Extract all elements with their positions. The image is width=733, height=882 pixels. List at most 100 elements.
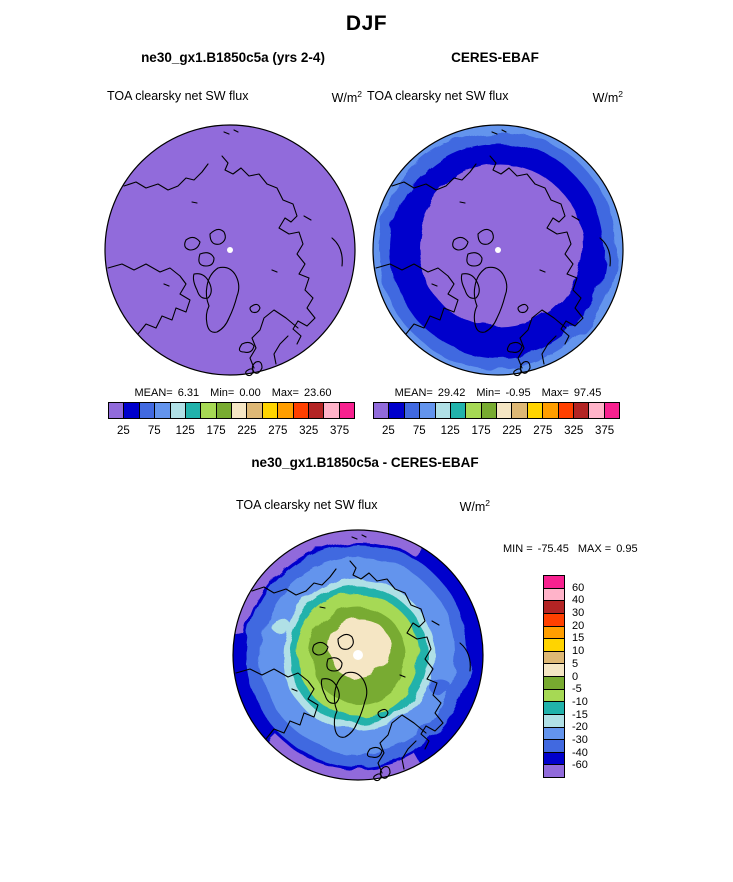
colorbar-tick-label: 175 bbox=[471, 425, 491, 437]
diff-colorbar bbox=[543, 575, 565, 778]
colorbar-scale-label: 60 bbox=[572, 581, 585, 594]
max-value: 23.60 bbox=[303, 387, 332, 399]
colorbar-segment bbox=[543, 612, 565, 627]
colorbar-scale-label: 15 bbox=[572, 632, 585, 645]
colorbar-tick-label: 75 bbox=[412, 425, 426, 437]
max-label: Max= bbox=[271, 387, 299, 399]
colorbar-scale-label: -20 bbox=[572, 721, 588, 734]
colorbar-scale-label: -15 bbox=[572, 708, 588, 721]
pole-dot bbox=[227, 247, 233, 253]
colorbar-segment bbox=[138, 402, 156, 419]
colorbar-scale-label: 40 bbox=[572, 594, 585, 607]
colorbar-scale-label: -40 bbox=[572, 746, 588, 759]
model-units-label: W/m2 bbox=[300, 89, 362, 105]
obs-colorbar bbox=[373, 402, 620, 419]
colorbar-segment bbox=[231, 402, 248, 419]
colorbar-segment bbox=[543, 751, 565, 766]
colorbar-tick-label: 375 bbox=[594, 425, 615, 437]
units-exponent: 2 bbox=[485, 498, 490, 508]
obs-colorbar-ticks: 25 75 125 175 225 275 325 375 bbox=[373, 425, 620, 439]
colorbar-scale-label: 10 bbox=[572, 645, 585, 658]
colorbar-scale-label: 5 bbox=[572, 657, 579, 670]
colorbar-tick-label: 375 bbox=[329, 425, 350, 437]
mean-label: MEAN= bbox=[134, 387, 173, 399]
colorbar-tick-label: 125 bbox=[175, 425, 195, 437]
colorbar-segment bbox=[511, 402, 528, 419]
page-title: DJF bbox=[345, 12, 388, 35]
diff-panel-title: ne30_gx1.B1850c5a - CERES-EBAF bbox=[251, 455, 479, 470]
colorbar-tick-label: 25 bbox=[382, 425, 395, 437]
diff-colorbar-labels: 60 40 30 20 15 10 5 0 -5 -10 -15 -20 -30 -40 -60 bbox=[572, 575, 606, 778]
diff-center-near-zero bbox=[329, 618, 391, 680]
colorbar-segment bbox=[543, 688, 565, 703]
colorbar-segment bbox=[543, 650, 565, 665]
diff-field-label: TOA clearsky net SW flux bbox=[236, 498, 378, 512]
colorbar-segment bbox=[543, 739, 565, 753]
colorbar-segment bbox=[588, 402, 605, 419]
mean-value: 29.42 bbox=[437, 387, 466, 399]
colorbar-tick-label: 75 bbox=[147, 425, 161, 437]
colorbar-segment bbox=[261, 402, 279, 419]
colorbar-segment bbox=[603, 402, 620, 419]
colorbar-segment bbox=[307, 402, 325, 419]
colorbar-tick-label: 25 bbox=[117, 425, 130, 437]
colorbar-scale-label: -60 bbox=[572, 759, 588, 772]
diff-patch-m20 bbox=[270, 618, 290, 632]
pole-dot bbox=[353, 650, 363, 660]
min-value: -75.45 bbox=[537, 543, 569, 555]
colorbar-segment bbox=[465, 402, 482, 419]
colorbar-segment bbox=[200, 402, 217, 419]
colorbar-segment bbox=[543, 701, 565, 715]
min-label: MIN = bbox=[503, 543, 533, 555]
model-map bbox=[104, 124, 356, 377]
colorbar-segment bbox=[543, 713, 565, 728]
units-exponent: 2 bbox=[357, 89, 362, 99]
min-value: 0.00 bbox=[239, 387, 261, 399]
colorbar-tick-label: 325 bbox=[564, 425, 584, 437]
colorbar-segment bbox=[526, 402, 544, 419]
colorbar-segment bbox=[543, 663, 565, 677]
colorbar-scale-label: 0 bbox=[572, 670, 579, 683]
max-label: Max= bbox=[541, 387, 569, 399]
colorbar-tick-label: 175 bbox=[206, 425, 226, 437]
colorbar-segment bbox=[246, 402, 263, 419]
colorbar-segment bbox=[543, 638, 565, 652]
colorbar-tick-label: 225 bbox=[502, 425, 522, 437]
colorbar-segment bbox=[277, 402, 294, 419]
units-base: W/m bbox=[331, 91, 358, 106]
colorbar-tick-label: 275 bbox=[268, 425, 288, 437]
model-colorbar-ticks: 25 75 125 175 225 275 325 375 bbox=[108, 425, 355, 439]
pole-dot bbox=[495, 247, 501, 253]
colorbar-scale-label: -30 bbox=[572, 733, 588, 746]
obs-panel-title: CERES-EBAF bbox=[451, 50, 539, 65]
colorbar-segment bbox=[403, 402, 421, 419]
contour-fill-lt25 bbox=[418, 164, 582, 328]
colorbar-segment bbox=[123, 402, 140, 419]
colorbar-segment bbox=[388, 402, 405, 419]
map-boundary bbox=[232, 529, 484, 781]
colorbar-scale-label: 30 bbox=[572, 607, 585, 620]
diff-map bbox=[232, 529, 484, 782]
max-value: 0.95 bbox=[616, 543, 638, 555]
colorbar-segment bbox=[419, 402, 436, 419]
obs-stats: MEAN= 29.42 Min= -0.95 Max= 97.45 bbox=[368, 387, 628, 399]
model-stats: MEAN= 6.31 Min= 0.00 Max= 23.60 bbox=[103, 387, 363, 399]
max-value: 97.45 bbox=[573, 387, 602, 399]
colorbar-segment bbox=[543, 600, 565, 614]
units-base: W/m bbox=[592, 91, 619, 106]
colorbar-segment bbox=[543, 575, 565, 589]
colorbar-segment bbox=[215, 402, 232, 419]
units-base: W/m bbox=[459, 500, 486, 515]
colorbar-segment bbox=[480, 402, 497, 419]
obs-units-label: W/m2 bbox=[561, 89, 623, 105]
colorbar-segment bbox=[108, 402, 125, 419]
colorbar-segment bbox=[543, 764, 565, 778]
model-field-label: TOA clearsky net SW flux bbox=[107, 89, 249, 103]
map-boundary bbox=[104, 124, 356, 376]
map-boundary bbox=[372, 124, 624, 376]
colorbar-segment bbox=[154, 402, 171, 419]
colorbar-tick-label: 275 bbox=[533, 425, 553, 437]
colorbar-segment bbox=[184, 402, 202, 419]
colorbar-tick-label: 325 bbox=[299, 425, 319, 437]
colorbar-segment bbox=[572, 402, 590, 419]
